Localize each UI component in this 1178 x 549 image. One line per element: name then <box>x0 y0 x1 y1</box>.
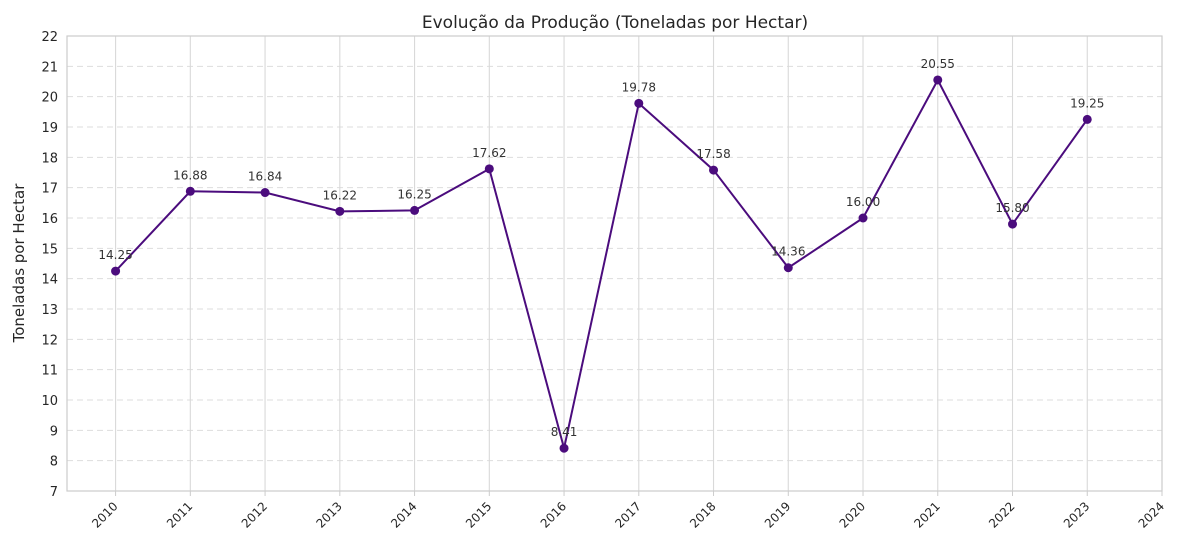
data-label: 15.80 <box>995 201 1029 215</box>
data-point <box>783 263 793 273</box>
data-label: 16.25 <box>397 187 431 201</box>
data-point <box>111 266 121 276</box>
data-label: 17.58 <box>696 147 730 161</box>
y-tick-label: 14 <box>41 273 58 288</box>
series-line <box>114 77 1089 449</box>
x-tick-label: 2015 <box>463 499 494 530</box>
data-point <box>410 205 420 215</box>
y-tick-label: 9 <box>50 424 58 439</box>
x-tick-label: 2013 <box>313 499 344 530</box>
data-label: 16.84 <box>248 170 282 184</box>
y-axis-label: Toneladas por Hectar <box>10 183 28 344</box>
data-label: 8.41 <box>551 425 578 439</box>
y-tick-label: 18 <box>41 151 58 166</box>
data-point <box>260 188 270 198</box>
data-point <box>335 206 345 216</box>
data-points <box>111 75 1092 453</box>
data-point <box>634 98 644 108</box>
x-tick-label: 2014 <box>388 499 419 530</box>
y-tick-label: 8 <box>50 455 58 470</box>
x-tick-label: 2016 <box>538 499 569 530</box>
data-labels: 14.25 16.88 16.84 16.22 16.25 17.62 8.41 19.78 1… <box>98 57 1104 439</box>
x-tick-label: 2011 <box>164 499 195 530</box>
data-label: 14.25 <box>98 248 132 262</box>
data-point <box>709 165 719 175</box>
data-point <box>1082 114 1092 124</box>
data-label: 19.25 <box>1070 96 1104 110</box>
y-axis-ticks: 7 8 9 10 11 12 13 14 15 16 17 18 19 20 21 22 <box>41 30 58 500</box>
x-tick-label: 2022 <box>986 499 1017 530</box>
data-point <box>484 164 494 174</box>
x-tick-label: 2010 <box>89 499 120 530</box>
x-tick-label: 2024 <box>1136 499 1167 530</box>
x-tick-label: 2017 <box>612 499 643 530</box>
data-label: 16.22 <box>323 188 357 202</box>
data-label: 16.88 <box>173 168 207 182</box>
y-tick-label: 20 <box>41 91 58 106</box>
y-tick-label: 10 <box>41 394 58 409</box>
x-tick-label: 2019 <box>762 499 793 530</box>
data-point <box>559 443 569 453</box>
data-point <box>1008 219 1018 229</box>
data-label: 16.00 <box>846 195 880 209</box>
y-tick-label: 15 <box>41 242 58 257</box>
x-tick-label: 2018 <box>687 499 718 530</box>
x-tick-label: 2020 <box>837 499 868 530</box>
y-tick-label: 19 <box>41 121 58 136</box>
data-label: 20.55 <box>921 57 955 71</box>
x-tick-label: 2023 <box>1061 499 1092 530</box>
y-tick-label: 12 <box>41 333 58 348</box>
x-axis-ticks: 2010 2011 2012 2013 2014 2015 2016 2017 2018 2019… <box>89 491 1167 531</box>
x-tick-label: 2021 <box>911 499 942 530</box>
y-tick-label: 22 <box>41 30 58 45</box>
data-point <box>185 186 195 196</box>
data-point <box>933 75 943 85</box>
y-tick-label: 16 <box>41 212 58 227</box>
data-label: 14.36 <box>771 245 805 259</box>
x-tick-label: 2012 <box>239 499 270 530</box>
y-tick-label: 17 <box>41 182 58 197</box>
y-tick-label: 21 <box>41 60 58 75</box>
y-tick-label: 13 <box>41 303 58 318</box>
grid <box>67 36 1162 491</box>
plot-frame <box>66 35 1163 492</box>
data-label: 17.62 <box>472 146 506 160</box>
y-tick-label: 7 <box>50 485 58 500</box>
data-point <box>858 213 868 223</box>
data-label: 19.78 <box>622 80 656 94</box>
y-tick-label: 11 <box>41 364 58 379</box>
chart-title: Evolução da Produção (Toneladas por Hect… <box>422 13 808 33</box>
